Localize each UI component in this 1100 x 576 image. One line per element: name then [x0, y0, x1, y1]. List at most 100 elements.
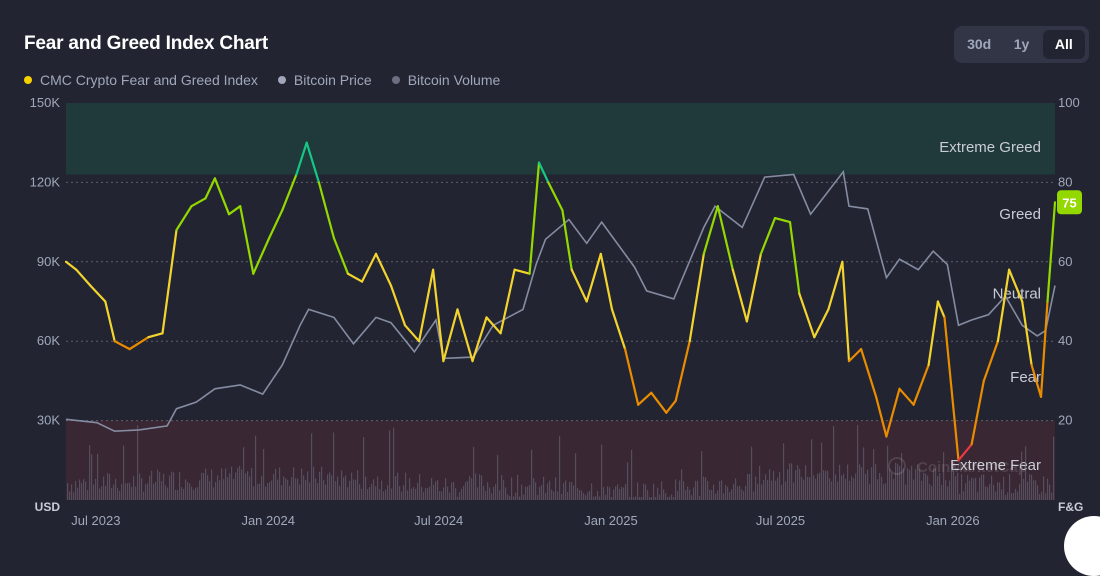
volume-bar: [337, 476, 339, 500]
volume-bar: [865, 473, 867, 500]
fear-greed-segment: [623, 348, 640, 406]
volume-bar: [567, 491, 569, 500]
volume-bar: [867, 469, 869, 500]
volume-bar: [621, 486, 623, 500]
fear-greed-segment: [1039, 300, 1049, 398]
fear-greed-segment: [360, 252, 378, 283]
volume-bar: [495, 484, 497, 500]
x-tick: Jan 2024: [241, 513, 295, 528]
volume-bar: [217, 475, 219, 500]
volume-bar: [189, 483, 191, 500]
volume-bar: [859, 464, 861, 500]
legend-item-bitcoin-price[interactable]: Bitcoin Price: [277, 72, 372, 88]
volume-bar: [1029, 474, 1031, 500]
volume-bar: [1031, 474, 1033, 500]
volume-bar: [873, 449, 875, 500]
volume-bar: [759, 465, 761, 500]
volume-bar: [849, 480, 851, 500]
volume-bar: [149, 475, 151, 500]
range-1y-button[interactable]: 1y: [1013, 36, 1030, 52]
volume-bar: [545, 493, 547, 500]
volume-bar: [213, 487, 215, 500]
volume-bar: [797, 465, 799, 500]
volume-bar: [965, 483, 967, 500]
fear-greed-segment: [374, 252, 393, 287]
volume-bar: [551, 489, 553, 500]
volume-bar: [203, 472, 205, 500]
volume-bar: [829, 478, 831, 500]
volume-bar: [895, 462, 897, 500]
fear-greed-segment: [599, 252, 614, 311]
y-left-tick: 30K: [37, 413, 60, 428]
volume-bar: [133, 476, 135, 500]
y-left-unit: USD: [35, 500, 61, 514]
volume-bar: [837, 481, 839, 500]
volume-bar: [365, 476, 367, 500]
fear-greed-segment: [499, 268, 516, 335]
volume-bar: [119, 491, 121, 500]
volume-bar: [219, 480, 221, 500]
current-value-label: 75: [1062, 195, 1076, 210]
volume-bar: [279, 467, 281, 500]
volume-bar: [637, 482, 639, 500]
fear-greed-segment: [570, 268, 588, 303]
volume-bar: [1041, 491, 1043, 500]
fear-greed-segment: [996, 268, 1011, 343]
current-value-badge: [1057, 190, 1082, 215]
volume-bar: [793, 482, 795, 500]
volume-bar: [433, 484, 435, 500]
volume-bar: [723, 493, 725, 500]
fear-greed-segment: [432, 268, 445, 363]
legend-item-fear-greed[interactable]: CMC Crypto Fear and Greed Index: [24, 72, 258, 88]
volume-bar: [91, 454, 93, 500]
volume-bar: [555, 477, 557, 500]
volume-bar: [425, 488, 427, 500]
fear-greed-segment: [731, 268, 749, 323]
fear-greed-segment: [674, 340, 691, 402]
volume-bar: [729, 491, 731, 500]
extreme-fear-band: [66, 420, 1055, 500]
range-30d-button[interactable]: 30d: [967, 36, 992, 52]
fear-greed-segment: [841, 260, 851, 363]
volume-bar: [991, 475, 993, 500]
volume-bar: [105, 485, 107, 500]
volume-bar: [643, 483, 645, 500]
volume-bar: [629, 497, 631, 500]
volume-bar: [307, 471, 309, 500]
volume-bar: [507, 494, 509, 500]
volume-bar: [295, 478, 297, 500]
zone-label: Extreme Greed: [939, 139, 1041, 156]
volume-bar: [481, 475, 483, 500]
volume-bar: [159, 472, 161, 500]
volume-bar: [573, 485, 575, 500]
volume-bar: [631, 449, 633, 500]
volume-bar: [1051, 492, 1053, 500]
volume-bar: [71, 484, 73, 500]
range-all-button[interactable]: All: [1042, 30, 1085, 59]
volume-bar: [875, 464, 877, 500]
fear-greed-segment: [970, 379, 985, 446]
volume-bar: [181, 487, 183, 500]
volume-bar: [703, 476, 705, 500]
volume-bar: [469, 476, 471, 500]
volume-bar: [143, 491, 145, 500]
volume-bar: [603, 487, 605, 500]
fear-greed-segment: [847, 348, 863, 363]
volume-bar: [259, 483, 261, 500]
volume-bar: [831, 481, 833, 500]
volume-bar: [623, 487, 625, 500]
volume-bar: [347, 487, 349, 500]
volume-bar: [771, 480, 773, 500]
volume-bar: [229, 473, 231, 500]
fear-greed-segment: [442, 308, 459, 363]
volume-bar: [819, 472, 821, 500]
legend-item-bitcoin-volume[interactable]: Bitcoin Volume: [391, 72, 500, 88]
volume-bar: [369, 486, 371, 500]
volume-bar: [897, 463, 899, 500]
volume-bar: [241, 469, 243, 500]
legend-dot-bitcoin-price: [277, 76, 286, 84]
legend-label-fear-greed: CMC Crypto Fear and Greed Index: [40, 72, 258, 88]
volume-bar: [957, 472, 959, 500]
volume-bar: [211, 469, 213, 500]
